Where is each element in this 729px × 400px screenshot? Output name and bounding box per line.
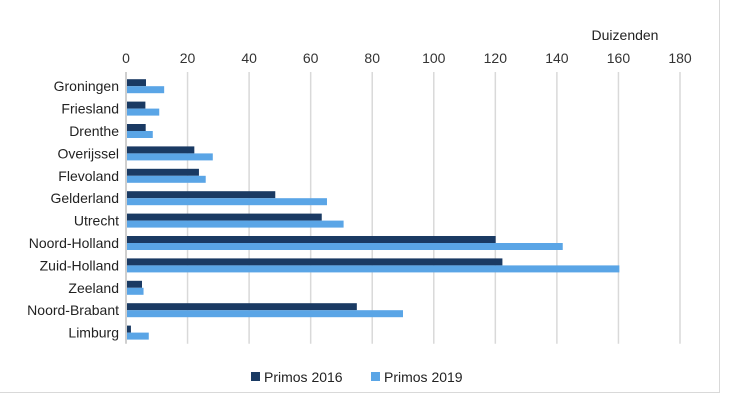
bar-2019 (127, 108, 160, 116)
bar-2016 (127, 236, 496, 243)
category-label: Limburg (68, 325, 119, 341)
bar-2019 (127, 131, 153, 138)
x-tick-label: 0 (122, 50, 130, 66)
category-label: Flevoland (58, 168, 119, 184)
category-label: Drenthe (69, 123, 119, 139)
bar-2016 (127, 79, 147, 87)
category-label: Gelderland (51, 190, 120, 206)
category-label: Groningen (54, 78, 119, 94)
bar-2016 (127, 101, 146, 109)
bar-2019 (127, 175, 206, 183)
category-label: Zuid-Holland (40, 257, 119, 273)
bar-2016 (127, 303, 357, 311)
bar-2019 (127, 86, 165, 94)
x-tick-label: 180 (668, 50, 692, 66)
x-tick-label: 100 (422, 50, 446, 66)
category-label: Overijssel (58, 145, 119, 161)
category-label: Noord-Brabant (27, 302, 119, 318)
legend-swatch (251, 372, 260, 381)
bar-2016 (127, 325, 131, 333)
bar-2019 (127, 153, 213, 161)
x-tick-label: 120 (484, 50, 508, 66)
bar-2019 (127, 243, 563, 250)
bar-2016 (127, 146, 195, 154)
x-tick-label: 40 (241, 50, 257, 66)
bar-2016 (127, 191, 276, 199)
x-tick-label: 140 (545, 50, 569, 66)
category-label: Zeeland (68, 280, 119, 296)
bar-2016 (127, 124, 146, 131)
category-label: Friesland (61, 101, 119, 117)
bar-2016 (127, 280, 143, 288)
legend-label: Primos 2019 (384, 369, 463, 385)
legend-swatch (371, 372, 380, 381)
x-tick-label: 80 (364, 50, 380, 66)
unit-label: Duizenden (592, 27, 659, 43)
bar-2016 (127, 258, 503, 266)
legend-label: Primos 2016 (264, 369, 343, 385)
x-tick-label: 20 (180, 50, 196, 66)
category-label: Noord-Holland (29, 235, 119, 251)
category-label: Utrecht (74, 213, 119, 229)
bar-2019 (127, 220, 344, 228)
bar-2019 (127, 198, 327, 206)
chart-frame (0, 0, 720, 393)
bar-2019 (127, 287, 144, 295)
bar-2016 (127, 168, 199, 176)
bar-2019 (127, 310, 403, 318)
bar-2019 (127, 265, 620, 273)
x-tick-label: 60 (303, 50, 319, 66)
bar-2019 (127, 332, 149, 340)
bar-2016 (127, 213, 322, 221)
x-tick-label: 160 (607, 50, 631, 66)
